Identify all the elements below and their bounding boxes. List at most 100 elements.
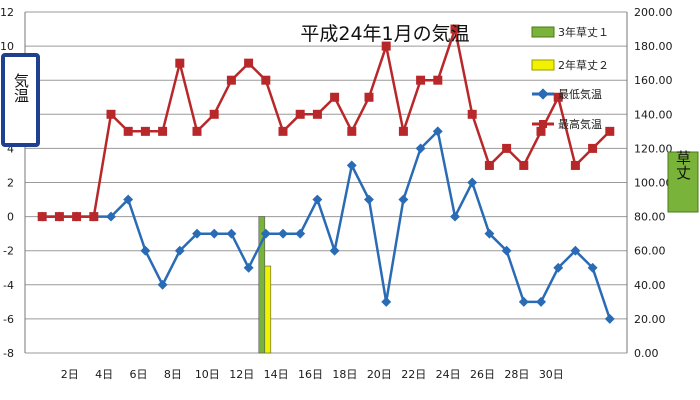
max-temp-point: [588, 143, 598, 153]
left-tick-label: -4: [3, 279, 14, 292]
max-temp-point: [553, 92, 563, 102]
min-temp-point: [346, 160, 357, 171]
right-tick-label: 140.00: [634, 108, 673, 121]
bars: [258, 216, 272, 354]
x-tick-label: 10日: [195, 368, 220, 381]
min-temp-point: [553, 262, 564, 273]
series-lines: [42, 24, 611, 320]
max-temp-point: [54, 212, 64, 222]
min-temp-point: [484, 228, 495, 239]
min-temp-point: [604, 313, 615, 324]
legend-swatch-bar-2: [531, 59, 555, 71]
x-tick-label: 30日: [539, 368, 564, 381]
min-temp-point: [312, 194, 323, 205]
right-tick-label: 160.00: [634, 74, 673, 87]
max-temp-point: [416, 75, 426, 85]
legend-label-bar-1: 3年草丈１: [558, 25, 609, 39]
max-temp-line: [42, 24, 611, 218]
max-temp-point: [502, 143, 512, 153]
max-temp-point: [484, 160, 494, 170]
max-temp-point: [158, 126, 168, 136]
max-temp-point: [140, 126, 150, 136]
max-temp-point: [312, 109, 322, 119]
left-tick-label: 4: [7, 142, 14, 155]
max-temp-point: [226, 75, 236, 85]
min-temp-point: [501, 245, 512, 256]
max-temp-point: [278, 126, 288, 136]
max-temp-point: [536, 126, 546, 136]
max-temp-point: [519, 160, 529, 170]
min-temp-point: [157, 279, 168, 290]
min-temp-point: [295, 228, 306, 239]
right-tick-label: 120.00: [634, 142, 673, 155]
max-temp-point: [244, 58, 254, 68]
min-temp-point: [570, 245, 581, 256]
max-temp-point: [175, 58, 185, 68]
x-tick-label: 20日: [367, 368, 392, 381]
min-temp-line: [42, 128, 611, 320]
max-temp-point: [123, 126, 133, 136]
right-tick-label: 20.00: [634, 313, 666, 326]
right-axis-title-frame: [667, 151, 699, 213]
min-temp-point: [364, 194, 374, 205]
left-tick-label: 2: [7, 177, 14, 190]
max-temp-point: [72, 212, 82, 222]
max-temp-point: [381, 41, 391, 51]
max-temp-point: [570, 160, 580, 170]
max-temp-point: [450, 24, 460, 34]
min-temp-point: [140, 245, 151, 256]
max-temp-point: [364, 92, 374, 102]
x-tick-label: 24日: [436, 368, 461, 381]
legend-label-bar-2: 2年草丈２: [558, 58, 609, 72]
min-temp-point: [243, 262, 254, 273]
x-tick-label: 6日: [130, 368, 148, 381]
min-temp-point: [587, 262, 598, 273]
max-temp-point: [347, 126, 357, 136]
right-tick-label: 200.00: [634, 6, 673, 19]
x-axis-ticks: 2日 4日 6日 8日 10日 12日 14日 16日 18日 20日 22日 24日 26日 28日 30…: [61, 368, 564, 381]
min-temp-point: [381, 296, 392, 307]
max-temp-point: [261, 75, 271, 85]
right-tick-label: 0.00: [634, 347, 659, 360]
right-tick-label: 40.00: [634, 279, 666, 292]
min-temp-point: [518, 296, 529, 307]
x-tick-label: 16日: [298, 368, 323, 381]
min-temp-point: [398, 194, 409, 205]
x-tick-label: 14日: [264, 368, 289, 381]
right-axis-title-box: 草丈: [667, 150, 699, 213]
max-temp-point: [605, 126, 615, 136]
x-tick-label: 8日: [164, 368, 182, 381]
right-axis-ticks: 0.00 20.00 40.00 60.00 80.00 100.00 120.00 140.…: [634, 6, 673, 360]
x-tick-label: 26日: [470, 368, 495, 381]
min-temp-point: [106, 211, 116, 222]
x-tick-label: 2日: [61, 368, 79, 381]
min-temp-point: [278, 228, 288, 239]
chart-title: 平成24年1月の気温: [300, 23, 469, 45]
gridlines: [24, 11, 628, 354]
legend-label-max: 最高気温: [558, 117, 602, 131]
min-temp-point: [536, 296, 546, 307]
max-temp-point: [330, 92, 340, 102]
max-temp-point: [106, 109, 116, 119]
max-temp-point: [398, 126, 408, 136]
x-tick-label: 12日: [229, 368, 254, 381]
legend-swatch-bar-1: [531, 26, 555, 38]
max-temp-point: [295, 109, 305, 119]
x-tick-label: 22日: [401, 368, 426, 381]
left-tick-label: -2: [3, 245, 14, 258]
left-tick-label: 10: [0, 40, 14, 53]
legend-label-min: 最低気温: [558, 87, 602, 101]
legend: 3年草丈１ 2年草丈２ 最低気温 最高気温: [531, 25, 609, 131]
series-markers: [37, 24, 615, 324]
left-axis-title-frame: [1, 53, 40, 147]
min-temp-point: [432, 126, 443, 137]
right-tick-label: 100.00: [634, 177, 673, 190]
min-temp-point: [174, 245, 185, 256]
x-tick-label: 28日: [504, 368, 529, 381]
x-tick-label: 4日: [95, 368, 113, 381]
legend-marker-max: [539, 120, 547, 128]
right-tick-label: 80.00: [634, 211, 666, 224]
bar: [264, 265, 272, 354]
